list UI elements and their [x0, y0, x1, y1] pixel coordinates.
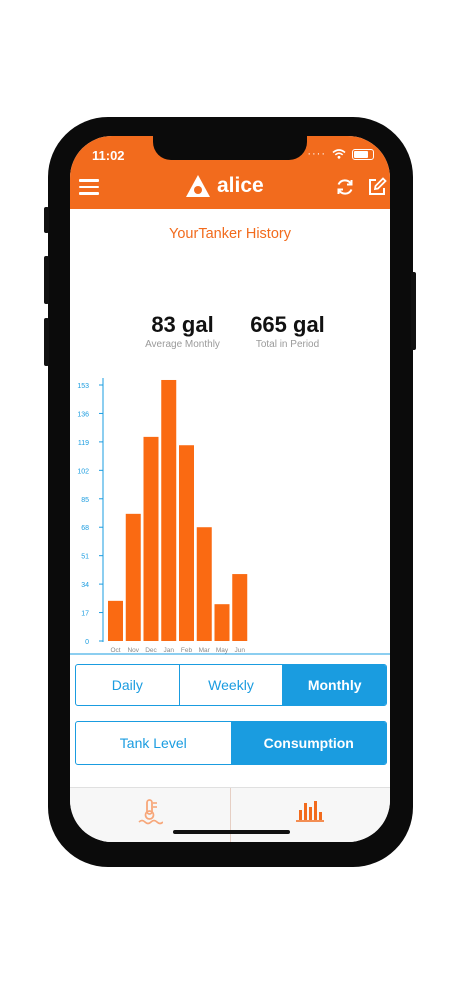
- logo-mark-icon: [186, 175, 210, 197]
- view-selector: Tank Level Consumption: [75, 721, 387, 765]
- wifi-icon: [332, 149, 346, 159]
- signal-icon: ····: [307, 148, 326, 160]
- edit-icon[interactable]: [366, 176, 388, 198]
- bar-jan: [161, 379, 177, 641]
- y-tick-label: 85: [81, 497, 89, 504]
- tab-weekly[interactable]: Weekly: [180, 665, 284, 705]
- y-tick-label: 0: [85, 639, 89, 646]
- x-tick-label: Nov: [127, 647, 139, 654]
- y-tick-label: 153: [77, 383, 89, 390]
- bar-oct: [108, 600, 123, 641]
- period-selector: Daily Weekly Monthly: [75, 664, 387, 706]
- y-tick-label: 51: [81, 554, 89, 561]
- status-time: 11:02: [92, 148, 125, 163]
- app-logo: alice: [185, 174, 264, 198]
- bar-may: [214, 604, 230, 641]
- bar-feb: [179, 445, 194, 641]
- volume-up-button: [44, 256, 49, 304]
- screen: 11:02 ···· alice: [70, 136, 390, 842]
- menu-icon[interactable]: [79, 179, 99, 195]
- average-monthly-stat: 83 gal Average Monthly: [125, 312, 240, 350]
- volume-down-button: [44, 318, 49, 366]
- consumption-bar-chart: 0 17 34 51 68 85 102 119 136 153 Oct Nov Dec Jan Feb Ma…: [70, 378, 390, 655]
- logo-text: alice: [217, 174, 264, 197]
- bar-jun: [232, 574, 248, 641]
- x-tick-label: Jun: [235, 647, 246, 654]
- bar-dec: [143, 436, 159, 641]
- x-tick-label: Dec: [145, 647, 157, 654]
- tab-monthly[interactable]: Monthly: [283, 665, 386, 705]
- x-tick-label: Mar: [199, 647, 211, 654]
- stat-label: Total in Period: [255, 339, 320, 350]
- mute-switch: [44, 207, 49, 233]
- battery-icon: [352, 148, 374, 160]
- power-button: [411, 272, 416, 350]
- y-tick-label: 17: [81, 611, 89, 618]
- tab-daily[interactable]: Daily: [76, 665, 180, 705]
- x-tick-label: Feb: [181, 647, 193, 654]
- y-tick-label: 119: [78, 440, 89, 447]
- y-tick-label: 34: [81, 582, 89, 589]
- home-indicator: [173, 830, 290, 834]
- stat-value: 665 gal: [250, 312, 325, 337]
- page-title: YourTanker History: [169, 226, 291, 242]
- notch: [153, 136, 307, 160]
- y-tick-label: 102: [77, 468, 89, 475]
- stat-value: 83 gal: [151, 312, 214, 337]
- tank-level-icon: [138, 799, 163, 825]
- stat-label: Average Monthly: [145, 339, 220, 350]
- bar-nov: [125, 513, 141, 641]
- x-tick-label: May: [216, 647, 229, 654]
- tab-consumption[interactable]: Consumption: [231, 722, 386, 764]
- y-tick-label: 136: [77, 411, 89, 418]
- status-icons: ····: [307, 148, 374, 160]
- x-tick-label: Oct: [110, 647, 120, 654]
- tab-history-view[interactable]: [229, 788, 391, 842]
- tab-tank-level[interactable]: Tank Level: [76, 722, 232, 764]
- bar-mar: [196, 527, 212, 641]
- bar-chart-icon: [296, 801, 325, 822]
- total-period-stat: 665 gal Total in Period: [235, 312, 340, 350]
- refresh-icon[interactable]: [334, 176, 356, 198]
- x-tick-label: Jan: [164, 647, 175, 654]
- y-tick-label: 68: [81, 525, 89, 532]
- tab-tank-level-view[interactable]: [70, 788, 230, 842]
